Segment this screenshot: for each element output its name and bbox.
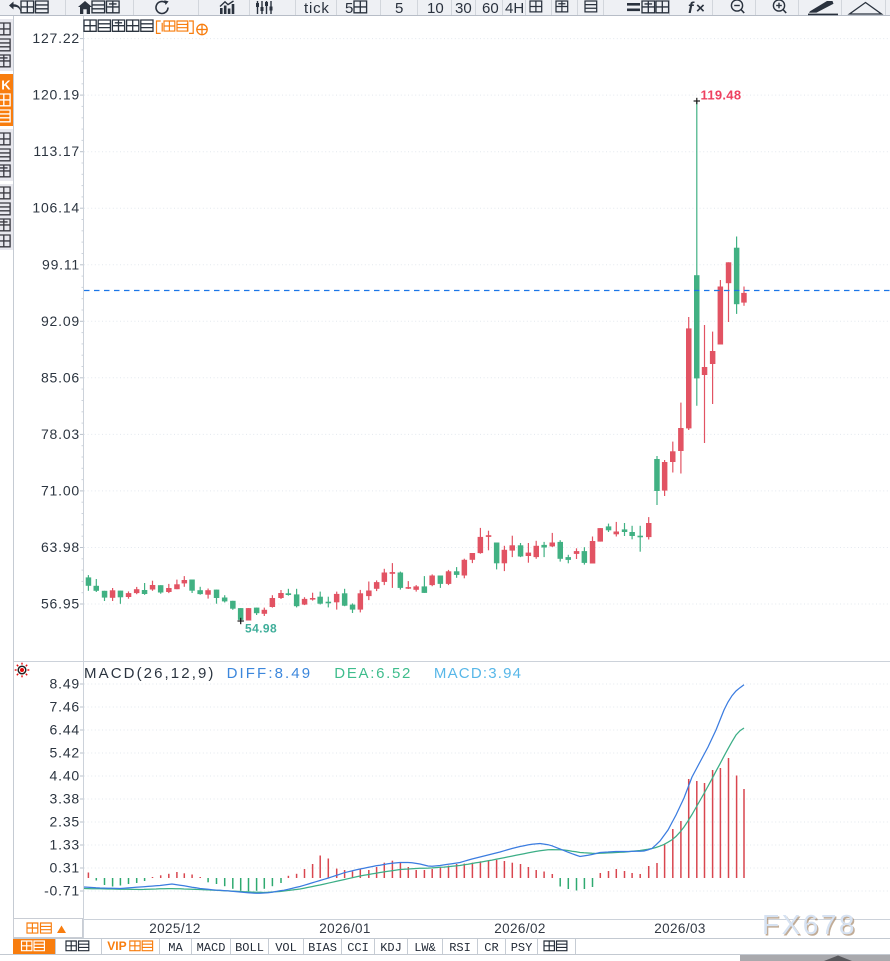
svg-text:FX678: FX678 [762,909,857,940]
svg-text:6.44: 6.44 [50,722,80,738]
svg-text:113.17: 113.17 [33,143,80,159]
svg-text:2026/01: 2026/01 [319,921,371,936]
svg-text:CCI: CCI [347,941,369,955]
svg-text:71.00: 71.00 [41,482,80,498]
svg-text:VOL: VOL [275,941,297,955]
svg-text:2.35: 2.35 [50,814,80,830]
svg-text:54.98: 54.98 [245,622,277,636]
svg-text:78.03: 78.03 [41,426,80,442]
svg-text:106.14: 106.14 [32,200,80,216]
svg-text:0.31: 0.31 [50,860,80,876]
svg-text:2026/02: 2026/02 [494,921,546,936]
svg-text:85.06: 85.06 [41,369,80,385]
svg-text:56.95: 56.95 [41,596,80,612]
svg-text:KDJ: KDJ [380,941,402,955]
svg-text:127.22: 127.22 [32,30,80,46]
svg-text:99.11: 99.11 [42,256,80,272]
svg-text:MA: MA [168,941,183,955]
svg-text:K: K [1,78,11,93]
svg-text:2025/12: 2025/12 [149,921,201,936]
svg-text:RSI: RSI [449,941,471,955]
svg-text:VIP: VIP [107,939,126,953]
svg-text:DEA:6.52: DEA:6.52 [334,665,412,682]
svg-text:CR: CR [484,941,498,955]
svg-text:PSY: PSY [511,941,533,955]
svg-text:BIAS: BIAS [308,941,337,955]
svg-text:DIFF:8.49: DIFF:8.49 [227,665,313,682]
svg-text:MACD: MACD [197,941,226,955]
svg-text:5: 5 [345,0,353,17]
svg-text:BOLL: BOLL [235,941,264,955]
svg-text:92.09: 92.09 [41,313,80,329]
svg-text:8.49: 8.49 [50,676,80,692]
svg-text:FX678: FX678 [763,911,858,942]
svg-text:60: 60 [482,0,499,17]
svg-text:×: × [696,0,705,17]
svg-text:120.19: 120.19 [32,87,80,103]
svg-text:1.33: 1.33 [50,837,80,853]
svg-text:tick: tick [304,0,330,17]
svg-text:119.48: 119.48 [701,88,742,103]
svg-text:63.98: 63.98 [41,539,80,555]
svg-text:4H: 4H [505,0,524,17]
svg-text:-0.71: -0.71 [44,883,80,899]
svg-text:f: f [688,0,695,17]
svg-text:3.38: 3.38 [50,791,80,807]
svg-text:LW&: LW& [414,941,436,955]
svg-text:MACD:3.94: MACD:3.94 [434,665,522,682]
svg-text:10: 10 [427,0,444,17]
svg-text:4.40: 4.40 [50,768,80,784]
svg-text:5.42: 5.42 [50,745,80,761]
svg-text:MACD(26,12,9): MACD(26,12,9) [84,665,216,682]
svg-text:2026/03: 2026/03 [654,921,706,936]
svg-text:5: 5 [395,0,403,17]
svg-text:7.46: 7.46 [50,699,80,715]
svg-text:30: 30 [455,0,472,17]
